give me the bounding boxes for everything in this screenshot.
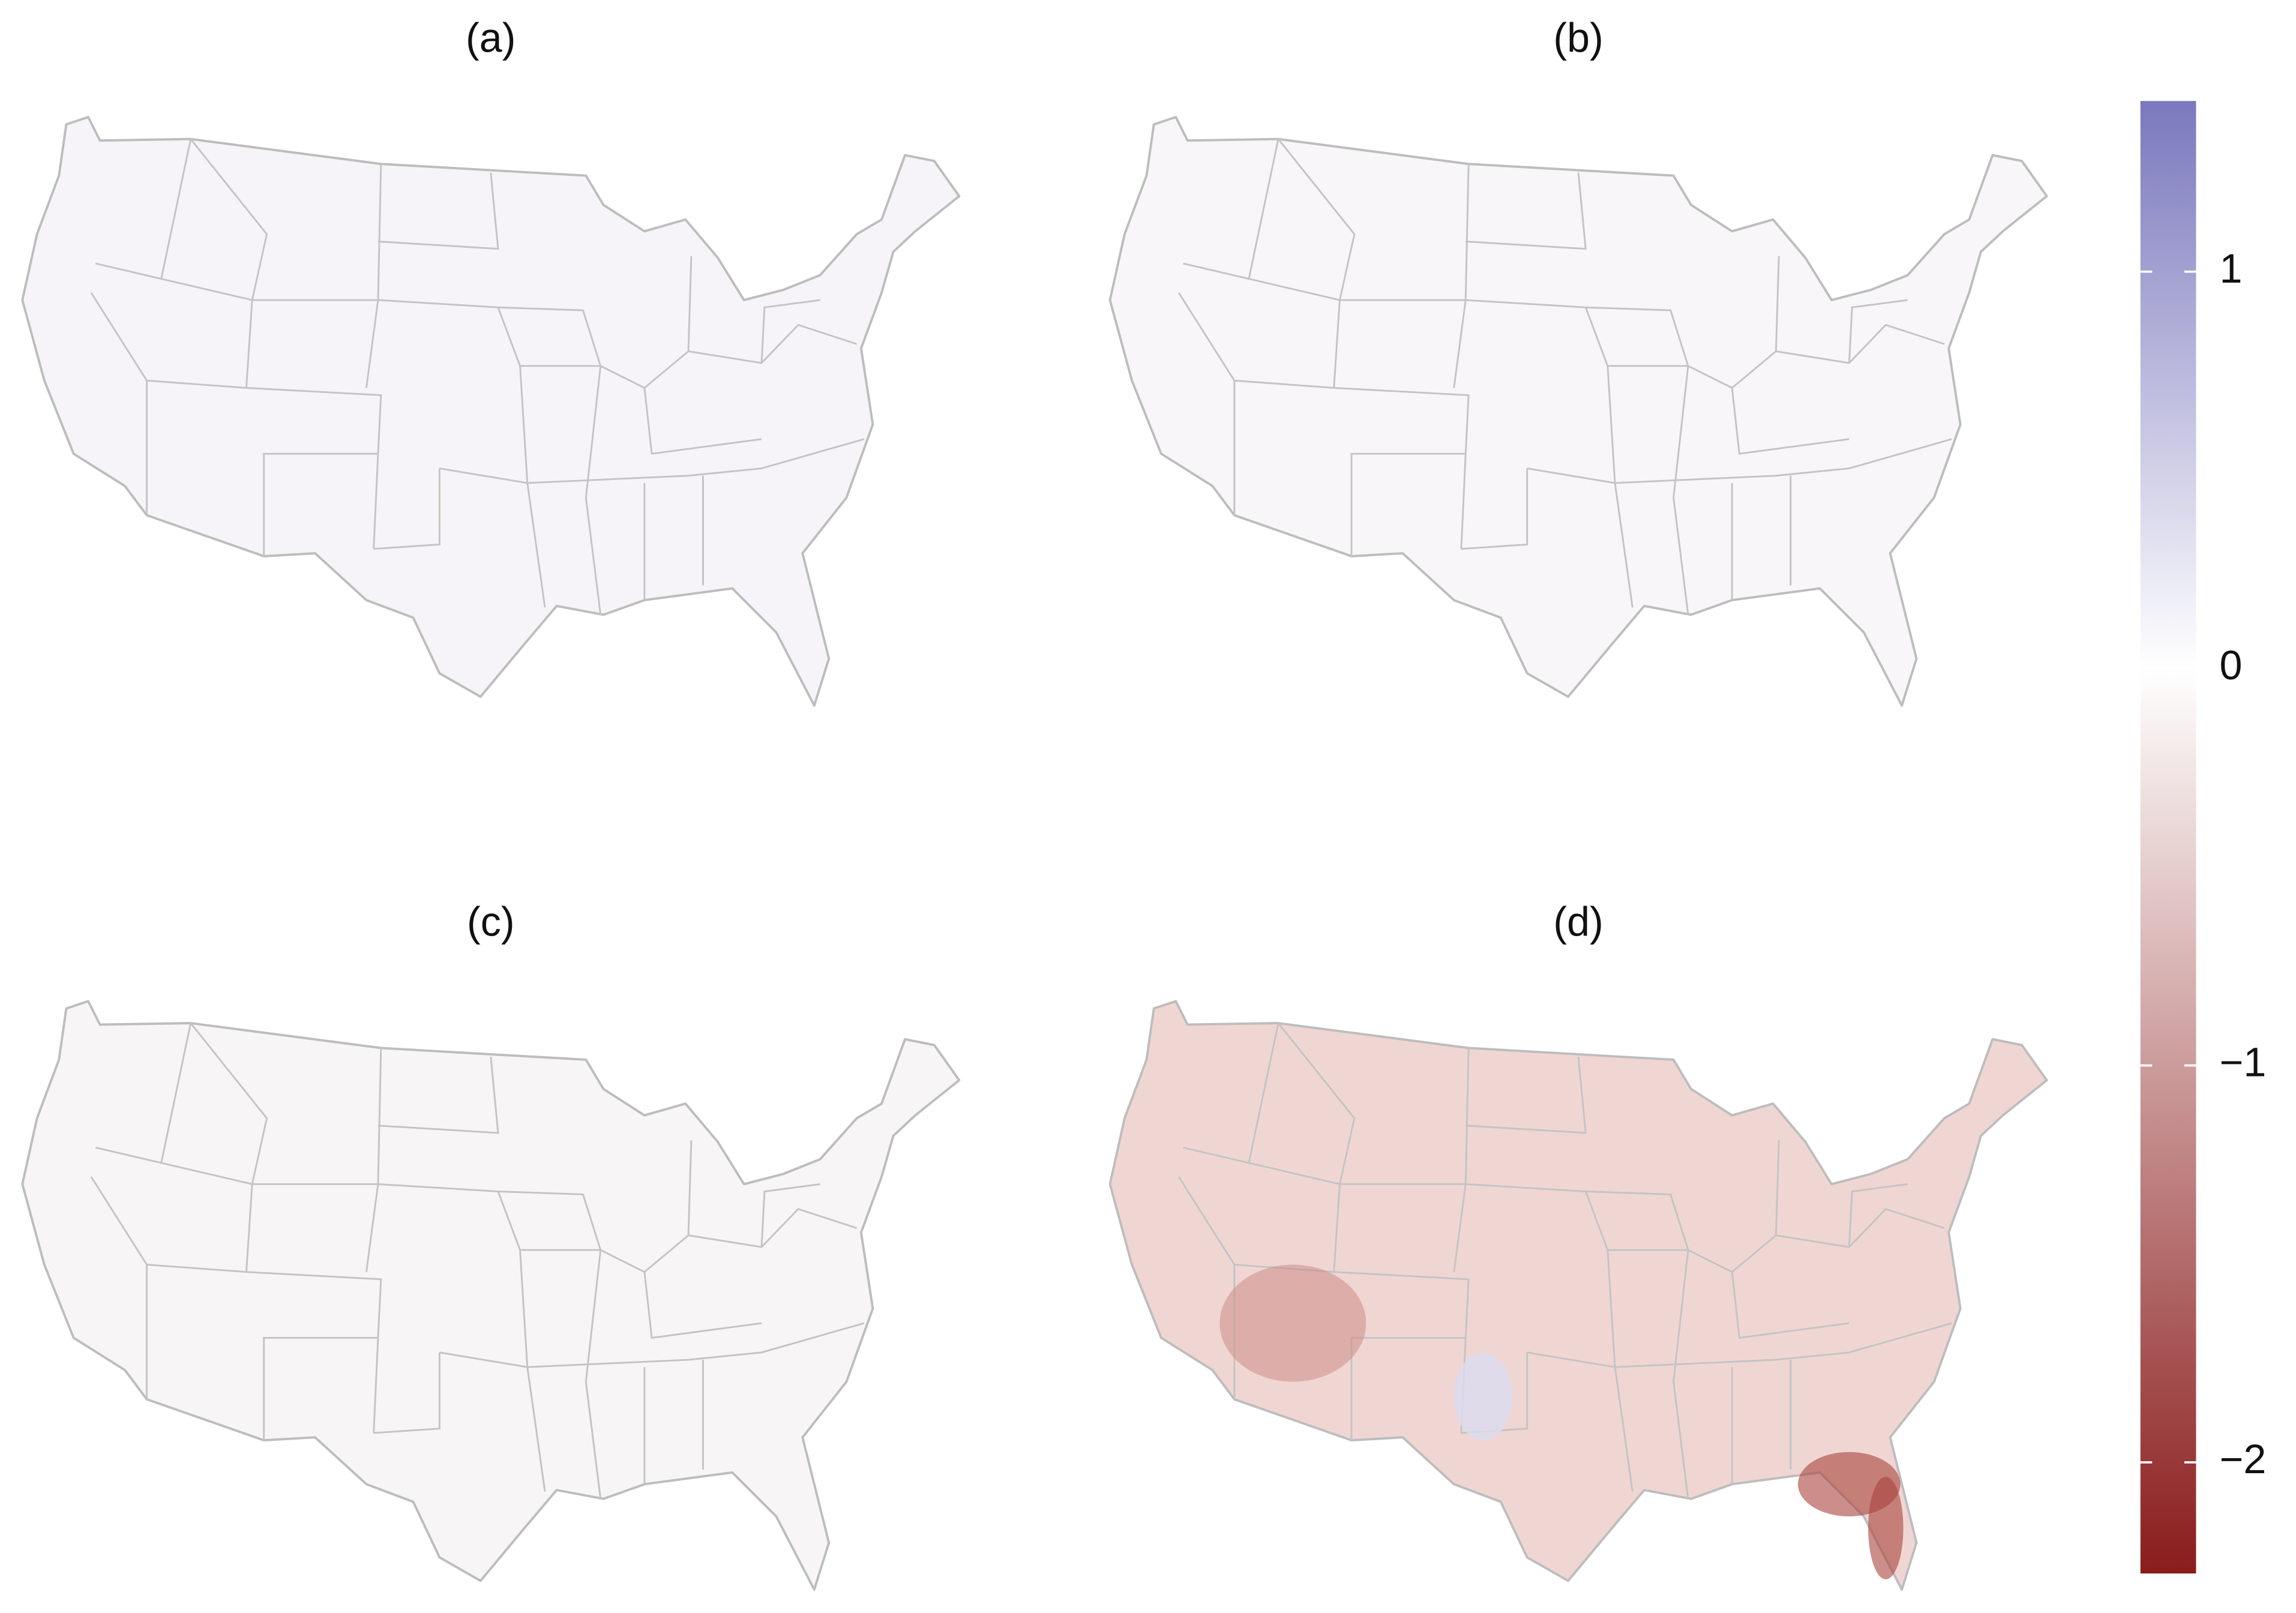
us-map [21, 1000, 961, 1591]
anomaly-region [1453, 1352, 1513, 1441]
colorbar-tick-label: 0 [2219, 643, 2242, 688]
anomaly-region [1868, 1477, 1904, 1579]
panel-label: (d) [1553, 900, 1603, 945]
colorbar-tick-label: −1 [2219, 1040, 2266, 1086]
anomaly-region [1219, 1264, 1366, 1382]
map-panel [21, 116, 961, 707]
colorbar-tick-label: −2 [2219, 1437, 2266, 1482]
us-map [1108, 116, 2048, 707]
map-panel [1108, 116, 2048, 707]
panel-label: (b) [1553, 15, 1603, 61]
colorbar [2140, 101, 2196, 1574]
us-map [21, 116, 961, 707]
panel-label: (a) [466, 15, 515, 61]
map-panel [21, 1000, 961, 1591]
colorbar-tick-label: 1 [2219, 246, 2242, 292]
map-panel [1108, 1000, 2048, 1591]
panel-label: (c) [467, 900, 515, 945]
